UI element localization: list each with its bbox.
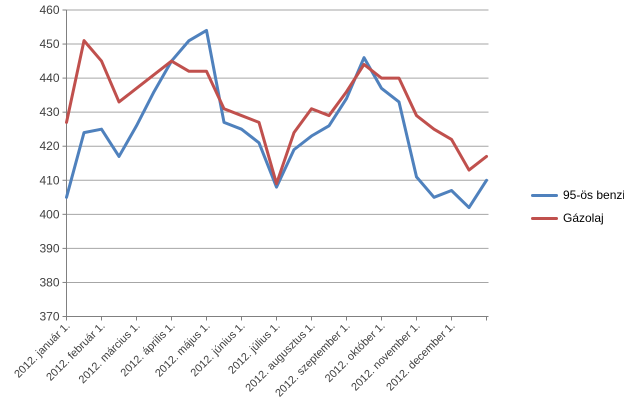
chart-legend: 95-ös benzin Gázolaj xyxy=(531,188,624,225)
y-tick-label: 460 xyxy=(39,3,59,17)
y-tick-label: 370 xyxy=(39,310,59,324)
legend-swatch-95os-benzin xyxy=(531,193,558,197)
y-tick-label: 380 xyxy=(39,275,59,289)
legend-item-95os-benzin: 95-ös benzin xyxy=(531,188,624,202)
x-tick-label: 2012. október 1. xyxy=(323,320,388,385)
y-tick-label: 450 xyxy=(39,37,59,51)
y-tick-label: 410 xyxy=(39,173,59,187)
y-tick-label: 430 xyxy=(39,105,59,119)
x-tick-label: 2012. december 1. xyxy=(384,320,457,393)
y-tick-label: 390 xyxy=(39,241,59,255)
y-tick-label: 440 xyxy=(39,71,59,85)
legend-swatch-gazolaj xyxy=(531,216,558,220)
series-line-95os-benzin xyxy=(65,28,488,210)
legend-label-95os-benzin: 95-ös benzin xyxy=(563,188,624,202)
x-tick-label: 2012. március 1. xyxy=(77,320,143,386)
legend-item-gazolaj: Gázolaj xyxy=(531,211,624,225)
legend-label-gazolaj: Gázolaj xyxy=(563,211,604,225)
y-tick-label: 420 xyxy=(39,139,59,153)
series-line-gazolaj xyxy=(65,39,488,186)
y-tick-label: 400 xyxy=(39,207,59,221)
